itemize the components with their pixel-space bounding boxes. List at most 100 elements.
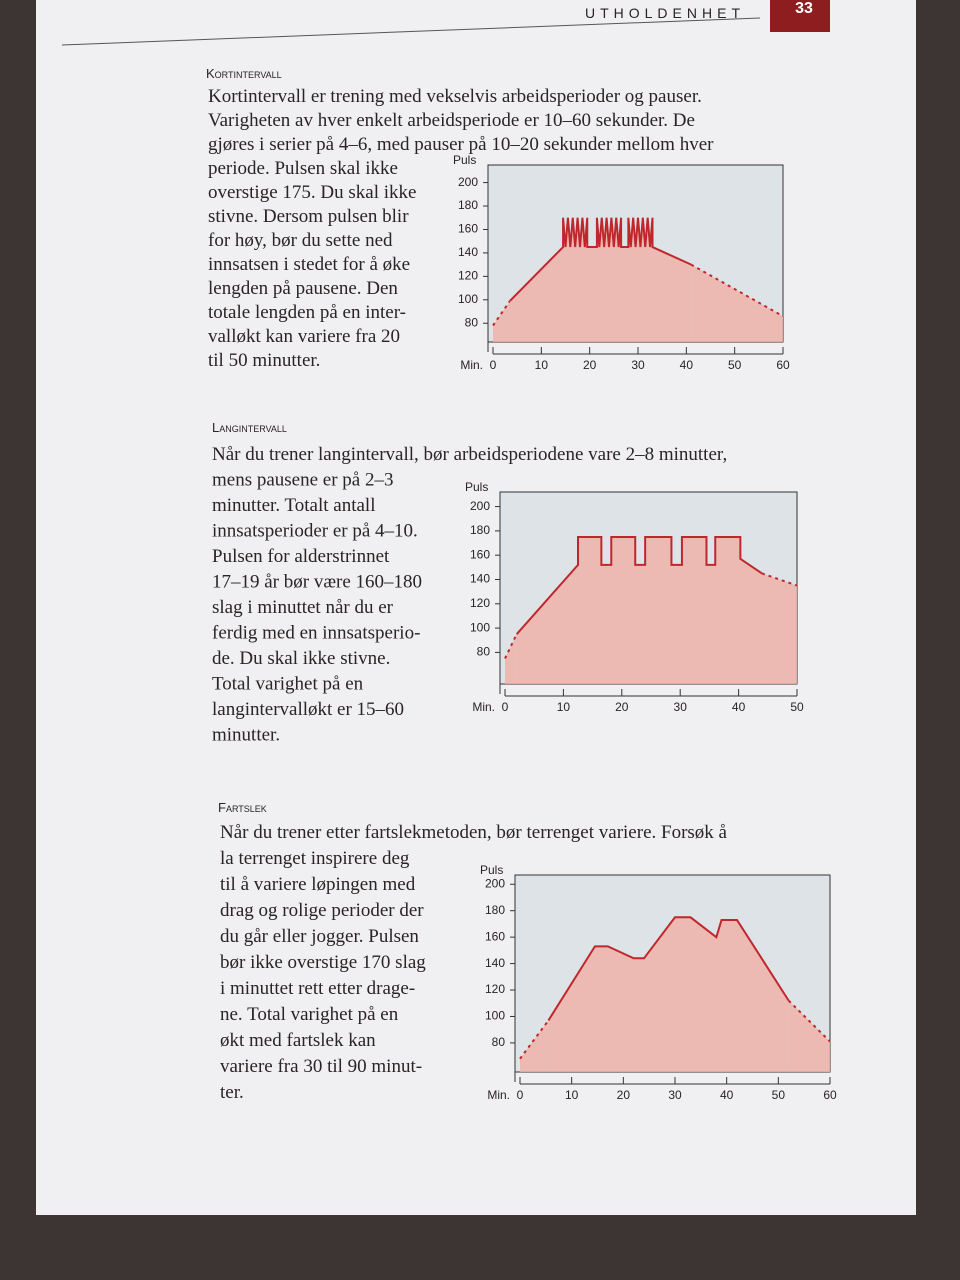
header-rule bbox=[61, 17, 761, 46]
body-line: stivne. Dersom pulsen blir bbox=[208, 206, 409, 227]
body-line: de. Du skal ikke stivne. bbox=[212, 648, 390, 669]
x-tick-label: 20 bbox=[617, 1088, 631, 1102]
body-line: drag og rolige perioder der bbox=[220, 900, 424, 921]
line bbox=[787, 999, 831, 1043]
x-tick-label: 10 bbox=[565, 1088, 579, 1102]
area bbox=[788, 1000, 830, 1072]
body-line: ne. Total varighet på en bbox=[220, 1004, 399, 1025]
body-line: langintervalløkt er 15–60 bbox=[212, 699, 404, 720]
body-line: ter. bbox=[220, 1082, 244, 1103]
y-axis-label: Puls bbox=[453, 153, 476, 167]
x-axis-label: Min. bbox=[460, 358, 483, 372]
body-line: ferdig med en innsatsperio- bbox=[212, 623, 420, 644]
body-line: slag i minuttet når du er bbox=[212, 597, 394, 618]
body-line: minutter. Totalt antall bbox=[212, 495, 376, 516]
x-tick-label: 30 bbox=[674, 700, 688, 714]
body-line: Når du trener etter fartslekmetoden, bør… bbox=[220, 822, 728, 843]
area bbox=[493, 300, 510, 342]
x-tick-label: 0 bbox=[490, 358, 497, 372]
x-tick-label: 0 bbox=[502, 700, 509, 714]
body-line: valløkt kan variere fra 20 bbox=[208, 326, 400, 347]
body-line: periode. Pulsen skal ikke bbox=[208, 158, 398, 179]
y-tick-label: 200 bbox=[458, 175, 478, 189]
body-line: du går eller jogger. Pulsen bbox=[220, 926, 419, 947]
body-line: Kortintervall er trening med vekselvis a… bbox=[208, 86, 702, 107]
x-axis-label: Min. bbox=[487, 1088, 510, 1102]
x-tick-label: 20 bbox=[583, 358, 597, 372]
x-axis-label: Min. bbox=[472, 700, 495, 714]
body-line: variere fra 30 til 90 minut- bbox=[220, 1056, 422, 1077]
y-tick-label: 80 bbox=[477, 645, 491, 659]
area bbox=[691, 264, 783, 342]
body-line: lengden på pausene. Den bbox=[208, 278, 398, 299]
y-tick-label: 160 bbox=[470, 547, 490, 561]
body-line: Pulsen for alderstrinnet bbox=[212, 546, 390, 567]
body-line: økt med fartslek kan bbox=[220, 1030, 376, 1051]
y-axis-label: Puls bbox=[465, 480, 488, 494]
line bbox=[509, 217, 692, 302]
x-tick-label: 10 bbox=[557, 700, 571, 714]
section-heading: Kortintervall bbox=[206, 66, 282, 81]
body-line: innsatsen i stedet for å øke bbox=[208, 254, 410, 275]
body-line: mens pausene er på 2–3 bbox=[212, 470, 394, 491]
area bbox=[509, 217, 692, 342]
x-tick-label: 50 bbox=[728, 358, 742, 372]
area bbox=[520, 1020, 549, 1072]
y-tick-label: 140 bbox=[470, 572, 490, 586]
body-line: Når du trener langintervall, bør arbeids… bbox=[212, 444, 727, 465]
area bbox=[505, 634, 517, 684]
y-tick-label: 180 bbox=[458, 198, 478, 212]
body-line: minutter. bbox=[212, 725, 280, 746]
x-tick-label: 60 bbox=[776, 358, 790, 372]
y-axis-label: Puls bbox=[480, 863, 503, 877]
body-line: Varigheten av hver enkelt arbeidsperiode… bbox=[208, 110, 695, 131]
page-number: 33 bbox=[795, 0, 813, 17]
body-line: totale lengden på en inter- bbox=[208, 302, 406, 323]
y-tick-label: 200 bbox=[485, 876, 505, 890]
x-tick-label: 30 bbox=[631, 358, 645, 372]
y-tick-label: 80 bbox=[465, 315, 479, 329]
x-tick-label: 0 bbox=[517, 1088, 524, 1102]
y-tick-label: 140 bbox=[458, 245, 478, 259]
page-number-box bbox=[770, 0, 830, 32]
y-tick-label: 120 bbox=[458, 269, 478, 283]
body-line: for høy, bør du sette ned bbox=[208, 230, 393, 251]
body-line: Total varighet på en bbox=[212, 674, 364, 695]
body-line: bør ikke overstige 170 slag bbox=[220, 952, 426, 973]
y-tick-label: 100 bbox=[458, 292, 478, 306]
y-tick-label: 100 bbox=[470, 620, 490, 634]
area bbox=[761, 573, 797, 684]
x-tick-label: 30 bbox=[668, 1088, 682, 1102]
area bbox=[548, 917, 789, 1072]
y-tick-label: 120 bbox=[485, 982, 505, 996]
y-tick-label: 160 bbox=[458, 222, 478, 236]
y-tick-label: 160 bbox=[485, 929, 505, 943]
line bbox=[519, 1019, 550, 1060]
x-tick-label: 40 bbox=[732, 700, 746, 714]
y-tick-label: 200 bbox=[470, 499, 490, 513]
y-tick-label: 80 bbox=[492, 1035, 506, 1049]
body-line: i minuttet rett etter drage- bbox=[220, 978, 415, 999]
x-tick-label: 10 bbox=[535, 358, 549, 372]
x-tick-label: 40 bbox=[720, 1088, 734, 1102]
section-heading: Langintervall bbox=[212, 420, 287, 435]
y-tick-label: 140 bbox=[485, 956, 505, 970]
y-tick-label: 120 bbox=[470, 596, 490, 610]
x-tick-label: 40 bbox=[680, 358, 694, 372]
y-tick-label: 100 bbox=[485, 1009, 505, 1023]
body-line: la terrenget inspirere deg bbox=[220, 848, 410, 869]
line bbox=[761, 572, 798, 587]
body-line: gjøres i serier på 4–6, med pauser på 10… bbox=[208, 134, 714, 155]
line bbox=[504, 633, 518, 659]
section-heading: Fartslek bbox=[218, 800, 267, 815]
line bbox=[492, 300, 511, 327]
line bbox=[547, 916, 790, 1021]
y-tick-label: 180 bbox=[470, 523, 490, 537]
section-title: UTHOLDENHET bbox=[585, 5, 745, 21]
area bbox=[516, 536, 762, 684]
body-line: overstige 175. Du skal ikke bbox=[208, 182, 416, 203]
body-line: til å variere løpingen med bbox=[220, 874, 416, 895]
body-line: 17–19 år bør være 160–180 bbox=[212, 572, 422, 593]
x-tick-label: 50 bbox=[772, 1088, 786, 1102]
